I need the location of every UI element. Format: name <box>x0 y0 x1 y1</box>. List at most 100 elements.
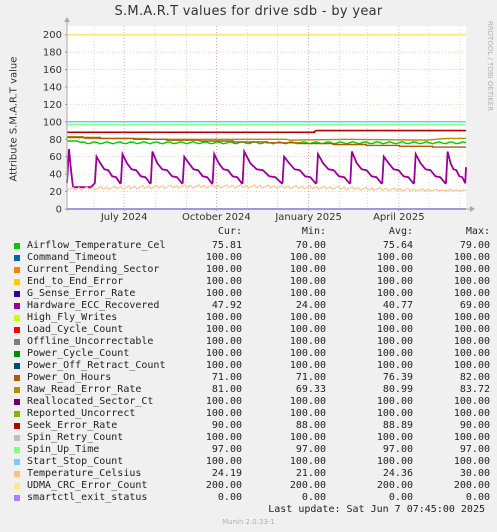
legend-avg-value: 80.99 <box>382 384 413 395</box>
series-line-power-on-hours <box>67 136 466 148</box>
legend-swatch <box>14 315 20 321</box>
legend-max-value: 79.00 <box>459 240 490 251</box>
legend-avg-value: 88.89 <box>382 420 413 431</box>
legend-min-value: 97.00 <box>295 444 326 455</box>
legend-max-value: 90.00 <box>459 420 490 431</box>
legend-avg-value: 100.00 <box>376 396 413 407</box>
legend-min-value: 100.00 <box>289 408 326 419</box>
legend-swatch <box>14 483 20 489</box>
legend-avg-value: 100.00 <box>376 252 413 263</box>
legend-row: Current_Pending_Sector 100.00 100.00 100.00… <box>12 264 490 276</box>
legend-swatch <box>14 447 20 453</box>
legend-series-name: Hardware_ECC_Recovered <box>27 300 160 311</box>
legend-series-name: Seek_Error_Rate <box>27 420 118 431</box>
legend-min-value: 69.33 <box>295 384 326 395</box>
chart-title: S.M.A.R.T values for drive sdb - by year <box>114 4 383 19</box>
legend-header: Cur: Min: Avg: Max: <box>12 226 490 240</box>
plot-background <box>67 26 466 209</box>
legend-cur-value: 90.00 <box>211 420 242 431</box>
header-min: Min: <box>301 226 326 237</box>
legend-table: Cur: Min: Avg: Max: Airflow_Temperature_… <box>12 226 490 504</box>
legend-row: Power_On_Hours 71.00 71.00 76.39 82.00 <box>12 372 490 384</box>
y-tick-label: 100 <box>43 117 62 128</box>
legend-cur-value: 75.81 <box>211 240 242 251</box>
legend-avg-value: 100.00 <box>376 432 413 443</box>
legend-cur-value: 100.00 <box>205 288 242 299</box>
legend-avg-value: 100.00 <box>376 264 413 275</box>
legend-max-value: 100.00 <box>453 456 490 467</box>
legend-min-value: 100.00 <box>289 336 326 347</box>
legend-row: Reallocated_Sector_Ct 100.00 100.00 100.00 1… <box>12 396 490 408</box>
legend-series-name: Reported_Uncorrect <box>27 408 136 419</box>
legend-row: Airflow_Temperature_Cel 75.81 70.00 75.64 79… <box>12 240 490 252</box>
legend-series-name: Load_Cycle_Count <box>27 324 124 335</box>
legend-min-value: 100.00 <box>289 456 326 467</box>
legend-row: smartctl_exit_status 0.00 0.00 0.00 0.00 <box>12 492 490 504</box>
legend-cur-value: 71.00 <box>211 372 242 383</box>
legend-cur-value: 100.00 <box>205 348 242 359</box>
x-tick-label: July 2024 <box>100 212 148 223</box>
legend-swatch <box>14 459 20 465</box>
legend-row: Seek_Error_Rate 90.00 88.00 88.89 90.00 <box>12 420 490 432</box>
legend-swatch <box>14 243 20 249</box>
legend-swatch <box>14 495 20 501</box>
legend-swatch <box>14 363 20 369</box>
legend-series-name: Power_Off_Retract_Count <box>27 360 166 371</box>
legend-swatch <box>14 267 20 273</box>
legend-max-value: 100.00 <box>453 336 490 347</box>
legend-max-value: 100.00 <box>453 432 490 443</box>
legend-avg-value: 100.00 <box>376 360 413 371</box>
legend-avg-value: 100.00 <box>376 312 413 323</box>
legend-min-value: 24.00 <box>295 300 326 311</box>
legend-row: Offline_Uncorrectable 100.00 100.00 100.00 1… <box>12 336 490 348</box>
legend-min-value: 100.00 <box>289 252 326 263</box>
legend-row: Spin_Up_Time 97.00 97.00 97.00 97.00 <box>12 444 490 456</box>
legend-avg-value: 100.00 <box>376 336 413 347</box>
legend-max-value: 100.00 <box>453 348 490 359</box>
legend-series-name: Temperature_Celsius <box>27 468 142 479</box>
legend-avg-value: 100.00 <box>376 348 413 359</box>
legend-swatch <box>14 327 20 333</box>
series-line-hardware-ecc-recovered <box>66 148 467 189</box>
legend-cur-value: 100.00 <box>205 312 242 323</box>
legend-swatch <box>14 303 20 309</box>
legend-row: Spin_Retry_Count 100.00 100.00 100.00 100.00 <box>12 432 490 444</box>
legend-avg-value: 40.77 <box>382 300 413 311</box>
legend-avg-value: 100.00 <box>376 456 413 467</box>
series-line-seek-error-rate <box>67 129 466 134</box>
legend-swatch <box>14 291 20 297</box>
legend-cur-value: 100.00 <box>205 336 242 347</box>
legend-avg-value: 200.00 <box>376 480 413 491</box>
legend-avg-value: 0.00 <box>388 492 413 503</box>
legend-min-value: 100.00 <box>289 360 326 371</box>
legend-min-value: 88.00 <box>295 420 326 431</box>
legend-max-value: 100.00 <box>453 396 490 407</box>
y-tick-label: 80 <box>49 135 62 146</box>
plot-area: 0 20 40 60 80 100 120 140 160 180 200 July 2024 Oct… <box>43 17 475 223</box>
series-line-temperature-celsius <box>66 184 467 192</box>
legend-series-name: Power_Cycle_Count <box>27 348 130 359</box>
legend-min-value: 21.00 <box>295 468 326 479</box>
y-tick-label: 160 <box>43 65 62 76</box>
legend-max-value: 200.00 <box>453 480 490 491</box>
legend-swatch <box>14 279 20 285</box>
legend-max-value: 30.00 <box>459 468 490 479</box>
y-tick-label: 140 <box>43 83 62 94</box>
header-max: Max: <box>465 226 490 237</box>
x-ticks: July 2024 October 2024 January 2025 April 2… <box>100 209 425 223</box>
legend-cur-value: 100.00 <box>205 396 242 407</box>
legend-avg-value: 97.00 <box>382 444 413 455</box>
legend-row: Power_Cycle_Count 100.00 100.00 100.00 100.0… <box>12 348 490 360</box>
axes <box>64 17 475 212</box>
legend-swatch <box>14 471 20 477</box>
legend-series-name: Airflow_Temperature_Cel <box>27 240 166 251</box>
legend-max-value: 100.00 <box>453 264 490 275</box>
legend-swatch <box>14 351 20 357</box>
legend-series-name: smartctl_exit_status <box>27 492 148 503</box>
legend-avg-value: 24.36 <box>382 468 413 479</box>
legend-min-value: 100.00 <box>289 348 326 359</box>
legend-swatch <box>14 387 20 393</box>
legend-row: Raw_Read_Error_Rate 81.00 69.33 80.99 83.72 <box>12 384 490 396</box>
y-tick-label: 60 <box>49 152 62 163</box>
legend-cur-value: 100.00 <box>205 360 242 371</box>
